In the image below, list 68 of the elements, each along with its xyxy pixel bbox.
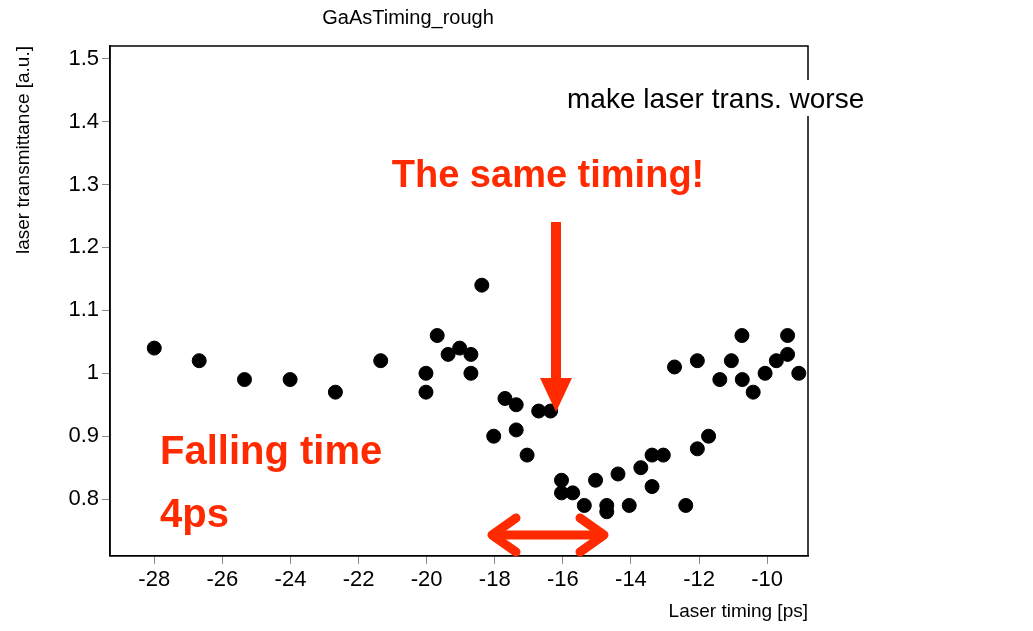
point	[486, 428, 502, 444]
x-tick-label: -12	[683, 566, 715, 592]
point	[418, 384, 434, 400]
point	[418, 365, 434, 381]
point	[780, 346, 796, 362]
point	[723, 353, 739, 369]
point	[327, 384, 343, 400]
point	[236, 372, 252, 388]
y-tick-label: 1.5	[68, 44, 99, 70]
x-tick-label: -22	[342, 566, 375, 592]
y-axis-title: laser transmittance [a.u.]	[11, 46, 33, 255]
x-tick-label: -28	[138, 566, 171, 592]
annotation: The same timing!	[391, 153, 705, 195]
point	[701, 428, 717, 444]
point	[146, 340, 162, 356]
point	[780, 328, 796, 344]
point	[576, 497, 592, 513]
point	[667, 359, 683, 375]
point	[463, 346, 479, 362]
x-tick-label: -26	[206, 566, 239, 592]
point	[474, 277, 490, 293]
x-tick-label: -18	[478, 566, 511, 592]
point	[282, 372, 298, 388]
x-tick-label: -20	[410, 566, 443, 592]
point	[689, 353, 705, 369]
x-tick-label: -16	[546, 566, 579, 592]
point	[757, 365, 773, 381]
annotation: make laser trans. worse	[567, 83, 865, 114]
point	[610, 466, 626, 482]
point	[553, 472, 569, 488]
point	[565, 485, 581, 501]
point	[791, 365, 807, 381]
y-tick-label: 0.9	[68, 422, 99, 448]
point	[745, 384, 761, 400]
point	[508, 422, 524, 438]
y-tick-label: 0.8	[68, 485, 99, 511]
y-tick-label: 1.2	[68, 233, 99, 259]
y-tick-label: 1	[86, 359, 99, 385]
point	[429, 328, 445, 344]
x-axis-title: Laser timing [ps]	[668, 599, 808, 621]
annotation: 4ps	[160, 491, 229, 535]
y-tick-label: 1.3	[68, 170, 99, 196]
point	[191, 353, 207, 369]
point	[633, 460, 649, 476]
x-tick-label: -14	[615, 566, 647, 592]
chart-title: GaAsTiming_rough	[322, 5, 494, 29]
point	[508, 397, 524, 413]
point	[734, 328, 750, 344]
annotation: Falling time	[160, 428, 383, 472]
point	[588, 472, 604, 488]
point	[678, 497, 694, 513]
point	[768, 353, 784, 369]
point	[621, 497, 637, 513]
x-tick-label: -24	[274, 566, 307, 592]
point	[655, 447, 671, 463]
point	[519, 447, 535, 463]
point	[689, 441, 705, 457]
point	[712, 372, 728, 388]
point	[644, 479, 660, 495]
x-tick-label: -10	[751, 566, 784, 592]
point	[440, 346, 456, 362]
point	[452, 340, 468, 356]
point	[497, 390, 513, 406]
point	[463, 365, 479, 381]
y-tick-label: 1.1	[68, 296, 99, 322]
point	[734, 372, 750, 388]
y-tick-label: 1.4	[68, 107, 99, 133]
point	[373, 353, 389, 369]
